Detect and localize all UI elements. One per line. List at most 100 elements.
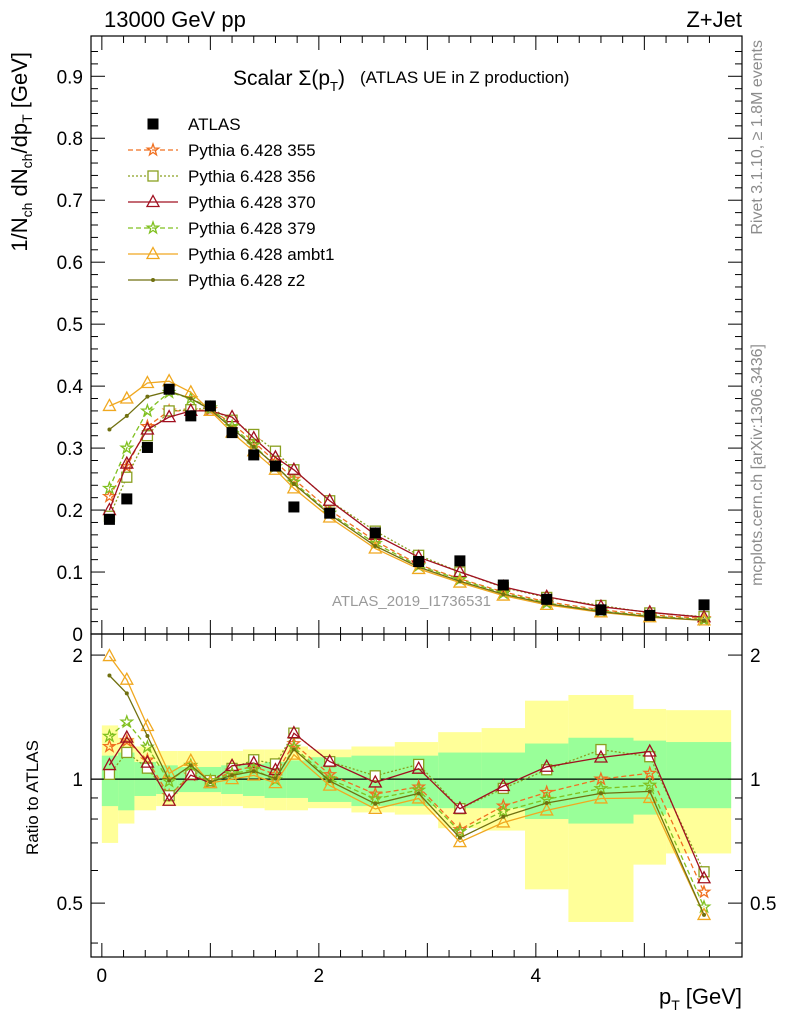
series-5-ratio-point-5: [208, 780, 213, 785]
series-1-ratio-point-1: [121, 746, 133, 759]
atlas-point-18: [698, 599, 710, 611]
series-3-point-2: [139, 402, 155, 418]
series-2-ratio-point-16: [593, 749, 609, 763]
legend-marker-0: [145, 141, 161, 157]
ratio-tick-label-right-1: 1: [750, 770, 761, 791]
series-0-ratio-point-0: [101, 738, 118, 753]
series-2-ratio-point-4: [183, 767, 198, 781]
legend-label-4: Pythia 6.428 ambt1: [188, 245, 334, 264]
ratio-tick-label-right-2: 2: [750, 646, 761, 667]
series-line-1: [108, 407, 705, 618]
series-2-point-1: [119, 455, 134, 469]
series-2: [102, 403, 712, 884]
series-line-4: [109, 380, 705, 622]
legend-marker-5: [151, 278, 155, 282]
y-tick-label-5: 0.5: [57, 315, 83, 336]
series-ratio-line-4: [108, 655, 705, 916]
series-5-ratio-point-7: [251, 769, 256, 774]
uncertainty-bands: [101, 695, 732, 922]
series-5-point-4: [188, 396, 193, 401]
ratio-tick-label-1: 1: [72, 770, 83, 791]
series-5-ratio-point-0: [107, 673, 112, 678]
series-0-ratio-point-11: [367, 786, 383, 801]
header-left: 13000 GeV pp: [104, 7, 246, 32]
atlas-point-12: [413, 555, 425, 567]
series-5-ratio-point-12: [416, 791, 421, 796]
y-tick-label-2: 0.2: [57, 501, 83, 522]
legend-label-atlas: ATLAS: [188, 115, 241, 134]
series-5-ratio-point-13: [457, 835, 462, 840]
mcplots-label: mcplots.cern.ch [arXiv:1306.3436]: [749, 344, 766, 586]
atlas-point-17: [644, 609, 656, 621]
atlas-point-9: [288, 501, 300, 513]
series-4-ratio-point-1: [119, 671, 134, 685]
series-5-ratio-point-8: [273, 776, 278, 781]
y-tick-label-7: 0.7: [57, 191, 83, 212]
x-tick-label-1: 2: [314, 966, 325, 987]
series-4-ratio-point-2: [140, 718, 155, 732]
series-2-ratio-point-17: [642, 743, 657, 757]
series-2-ratio-point-15: [539, 758, 554, 772]
atlas-point-14: [497, 579, 509, 591]
series-4-ratio-point-5: [203, 775, 218, 789]
y-tick-label-1: 0.1: [57, 563, 83, 584]
legend-label-0: Pythia 6.428 355: [188, 141, 316, 160]
series-5-point-2: [145, 394, 150, 399]
series-3-ratio-point-0: [101, 728, 118, 743]
series-5-point-18: [702, 618, 707, 623]
series-0-ratio-point-14: [495, 797, 511, 813]
y-tick-label-4: 0.4: [57, 377, 84, 398]
atlas-point-2: [141, 441, 153, 453]
series-5-point-9: [291, 482, 296, 487]
y-tick-label-9: 0.9: [57, 67, 83, 88]
series-4-ratio-point-13: [452, 834, 467, 848]
series-5-ratio-point-18: [702, 912, 707, 917]
legend-marker-1: [147, 170, 159, 182]
rivet-label: Rivet 3.1.10, ≥ 1.8M events: [749, 40, 766, 235]
atlas-point-4: [185, 410, 197, 422]
ratio-tick-label-2: 2: [72, 646, 83, 667]
atlas-point-15: [541, 593, 553, 605]
ratio-panel-frame: [90, 633, 743, 958]
series-3-ratio-point-17: [642, 777, 658, 792]
series-5-ratio-point-16: [598, 791, 603, 796]
series-5-ratio-point-1: [124, 691, 129, 696]
series-4-ratio-point-6: [224, 771, 240, 785]
series-2-point-3: [162, 409, 177, 423]
legend-marker-4: [145, 246, 161, 260]
atlas-point-16: [595, 604, 607, 616]
series-1-ratio-point-0: [103, 768, 116, 780]
legend-marker-atlas: [147, 118, 159, 130]
series-5-ratio-point-17: [647, 789, 652, 794]
series-line-5: [108, 390, 705, 622]
series-3-point-1: [119, 440, 135, 455]
legend-label-3: Pythia 6.428 379: [188, 219, 316, 238]
atlas-point-8: [269, 460, 281, 472]
legend: ATLAS Pythia 6.428 355 Pythia 6.428 356 Pyt…: [128, 115, 334, 290]
series-5-point-7: [251, 444, 256, 449]
atlas-point-11: [369, 527, 381, 539]
band-green-15: [525, 743, 569, 820]
series-4-point-0: [102, 398, 117, 412]
series-2-ratio-point-14: [496, 778, 511, 792]
series-5-point-1: [124, 413, 129, 418]
series-2-ratio-point-3: [162, 792, 177, 806]
atlas-point-10: [324, 507, 336, 519]
y-axis-label: 1/Nch dNch/dpT [GeV]: [7, 52, 35, 252]
series-3-ratio-point-14: [495, 803, 511, 818]
atlas-point-13: [454, 555, 466, 567]
y-tick-label-6: 0.6: [57, 253, 83, 274]
legend-marker-2: [145, 194, 161, 208]
series-3-ratio-point-13: [452, 823, 468, 838]
series-0-ratio-point-10: [322, 766, 338, 781]
ratio-tick-label-right-0: 0.5: [750, 894, 776, 915]
series-4-ratio-point-0: [102, 648, 117, 662]
series-4-ratio-point-16: [593, 790, 609, 804]
x-tick-label-0: 0: [97, 966, 108, 987]
legend-marker-3: [145, 219, 161, 235]
header-right: Z+Jet: [686, 7, 742, 32]
series-3-point-0: [101, 480, 118, 495]
series-5-ratio-point-10: [327, 778, 332, 783]
series-2-ratio-point-13: [452, 800, 467, 814]
